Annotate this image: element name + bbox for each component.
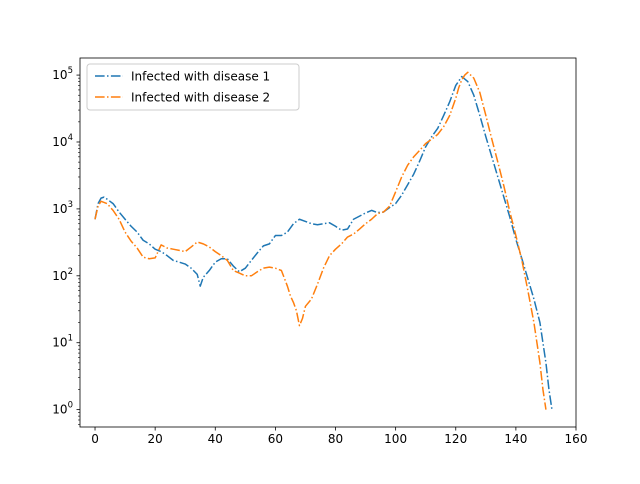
x-tick-label: 40 — [208, 432, 223, 446]
series-line-disease-2 — [94, 71, 547, 410]
x-tick-label: 160 — [565, 432, 588, 446]
legend-label-disease-1: Infected with disease 1 — [131, 70, 270, 84]
y-tick-label: 102 — [52, 267, 73, 283]
y-tick-label: 105 — [52, 66, 73, 82]
x-tick-label: 60 — [268, 432, 283, 446]
legend-label-disease-2: Infected with disease 2 — [131, 91, 270, 105]
x-tick-label: 80 — [328, 432, 343, 446]
y-tick-label: 104 — [52, 133, 73, 149]
x-tick-label: 120 — [444, 432, 467, 446]
legend-box — [86, 63, 300, 111]
legend: Infected with disease 1 Infected with dis… — [86, 63, 300, 111]
plot-frame — [79, 57, 577, 428]
y-tick-label: 101 — [52, 334, 73, 350]
x-tick-label: 140 — [504, 432, 527, 446]
x-tick-label: 0 — [91, 432, 99, 446]
y-tick-label: 100 — [52, 401, 73, 417]
x-tick-label: 100 — [384, 432, 407, 446]
series-line-disease-1 — [94, 75, 553, 410]
y-tick-label: 103 — [52, 200, 73, 216]
series-layer — [94, 71, 553, 410]
axes-layer: 0 20 40 60 80 100 120 140 160 100 101 102 103 104 105 — [52, 57, 588, 446]
x-tick-label: 20 — [148, 432, 163, 446]
